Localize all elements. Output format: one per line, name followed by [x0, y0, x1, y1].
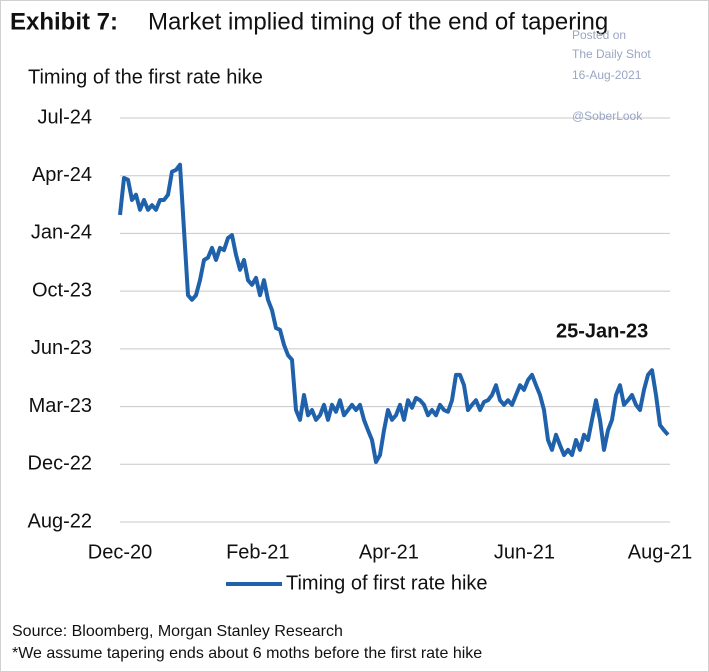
watermark: @SoberLook [572, 109, 643, 123]
y-tick-label: Mar-23 [29, 395, 92, 417]
watermark: Posted on [572, 28, 626, 42]
y-tick-label: Dec-22 [28, 453, 92, 475]
y-tick-label: Jun-23 [31, 337, 92, 359]
chart-title: Market implied timing of the end of tape… [148, 8, 608, 35]
source: Source: Bloomberg, Morgan Stanley Resear… [12, 623, 343, 640]
x-tick-label: Aug-21 [628, 541, 693, 563]
x-tick-label: Feb-21 [226, 541, 289, 563]
y-tick-label: Oct-23 [32, 279, 92, 301]
x-tick-label: Apr-21 [359, 541, 419, 563]
y-tick-label: Aug-22 [28, 510, 93, 532]
y-tick-label: Apr-24 [32, 164, 92, 186]
footnote: *We assume tapering ends about 6 moths b… [12, 645, 482, 662]
watermark: 16-Aug-2021 [572, 68, 642, 82]
x-tick-label: Jun-21 [494, 541, 555, 563]
exhibit-label: Exhibit 7: [10, 8, 118, 35]
x-tick-label: Dec-20 [88, 541, 152, 563]
data-line [118, 162, 670, 464]
annotation: 25-Jan-23 [556, 320, 648, 342]
chart-subtitle: Timing of the first rate hike [28, 66, 263, 88]
watermark: The Daily Shot [572, 47, 651, 61]
y-tick-label: Jan-24 [31, 222, 92, 244]
y-tick-label: Jul-24 [38, 106, 92, 128]
legend-label: Timing of first rate hike [286, 572, 488, 594]
